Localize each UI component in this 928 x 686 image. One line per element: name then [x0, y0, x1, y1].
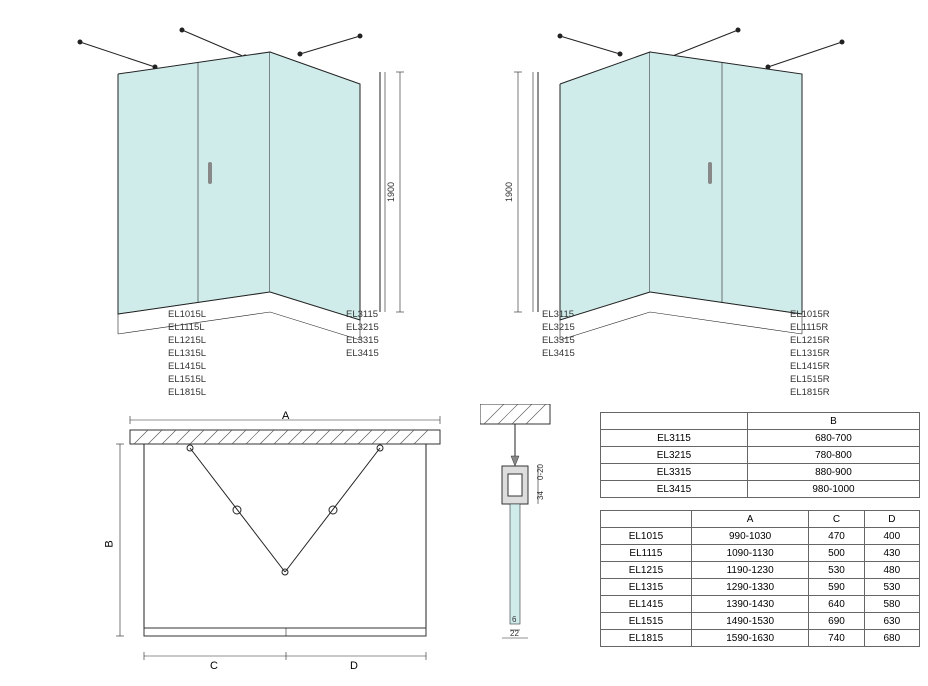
th-a: A: [691, 511, 809, 528]
iso-right-door-codes: EL1015R EL1115R EL1215R EL1315R EL1415R …: [790, 308, 830, 399]
table-row: EL13151290-1330590530: [601, 579, 920, 596]
th-c: C: [809, 511, 864, 528]
detail-d2: 34: [536, 491, 545, 500]
code: EL1815L: [168, 386, 206, 399]
code: EL1515L: [168, 373, 206, 386]
code: EL1515R: [790, 373, 830, 386]
table-b: B EL3115680-700 EL3215780-800 EL3315880-…: [600, 412, 920, 498]
code: EL3115: [542, 308, 575, 321]
dim-b: B: [104, 540, 116, 547]
iso-height-label-right: 1900: [504, 182, 514, 202]
table-row: EL14151390-1430640580: [601, 596, 920, 613]
detail-d4: 22: [510, 629, 519, 638]
code: EL1315L: [168, 347, 206, 360]
th-blank: [601, 413, 748, 430]
table-row: EL3415980-1000: [601, 481, 920, 498]
plan-svg: [110, 412, 460, 677]
code: EL1215R: [790, 334, 830, 347]
code: EL1115L: [168, 321, 206, 334]
table-row: EL3315880-900: [601, 464, 920, 481]
dim-d: D: [350, 660, 358, 672]
code: EL1815R: [790, 386, 830, 399]
table-row: EL15151490-1530690630: [601, 613, 920, 630]
iso-left-unit: 1900 EL1015L EL1115L EL1215L EL1315L EL1…: [60, 12, 430, 392]
code: EL3415: [542, 347, 575, 360]
table-acd: A C D EL1015990-1030470400 EL11151090-11…: [600, 510, 920, 647]
th-b: B: [747, 413, 919, 430]
detail-d1: 0-20: [536, 463, 545, 480]
table-row: EL12151190-1230530480: [601, 562, 920, 579]
code: EL3315: [542, 334, 575, 347]
tables-region: B EL3115680-700 EL3215780-800 EL3315880-…: [600, 412, 920, 659]
table-row: EL3115680-700: [601, 430, 920, 447]
iso-right-side-codes: EL3115 EL3215 EL3315 EL3415: [542, 308, 575, 360]
iso-left-side-codes: EL3115 EL3215 EL3315 EL3415: [346, 308, 379, 360]
plan-view: A B C D: [110, 412, 460, 670]
table-row: EL11151090-1130500430: [601, 545, 920, 562]
code: EL1115R: [790, 321, 830, 334]
iso-left-door-codes: EL1015L EL1115L EL1215L EL1315L EL1415L …: [168, 308, 206, 399]
table-row: EL18151590-1630740680: [601, 630, 920, 647]
dim-c: C: [210, 660, 218, 672]
code: EL1015R: [790, 308, 830, 321]
bottom-section: A B C D 0-20 34 6: [50, 400, 890, 680]
iso-right-unit: 1900 EL3115 EL3215 EL3315 EL3415 EL1015R…: [490, 12, 860, 392]
th-d: D: [864, 511, 919, 528]
th-blank: [601, 511, 692, 528]
code: EL3215: [542, 321, 575, 334]
dim-a: A: [282, 410, 289, 422]
code: EL1315R: [790, 347, 830, 360]
isometric-views: 1900 EL1015L EL1115L EL1215L EL1315L EL1…: [60, 12, 860, 394]
code: EL1215L: [168, 334, 206, 347]
table-row: EL1015990-1030470400: [601, 528, 920, 545]
profile-detail: 0-20 34 6 22: [480, 404, 580, 664]
code: EL3415: [346, 347, 379, 360]
table-row: EL3215780-800: [601, 447, 920, 464]
iso-height-label-left: 1900: [386, 182, 396, 202]
code: EL3315: [346, 334, 379, 347]
code: EL3215: [346, 321, 379, 334]
code: EL1015L: [168, 308, 206, 321]
code: EL1415R: [790, 360, 830, 373]
detail-d3: 6: [512, 615, 517, 624]
code: EL3115: [346, 308, 379, 321]
detail-svg: 0-20 34 6 22: [480, 404, 580, 640]
code: EL1415L: [168, 360, 206, 373]
